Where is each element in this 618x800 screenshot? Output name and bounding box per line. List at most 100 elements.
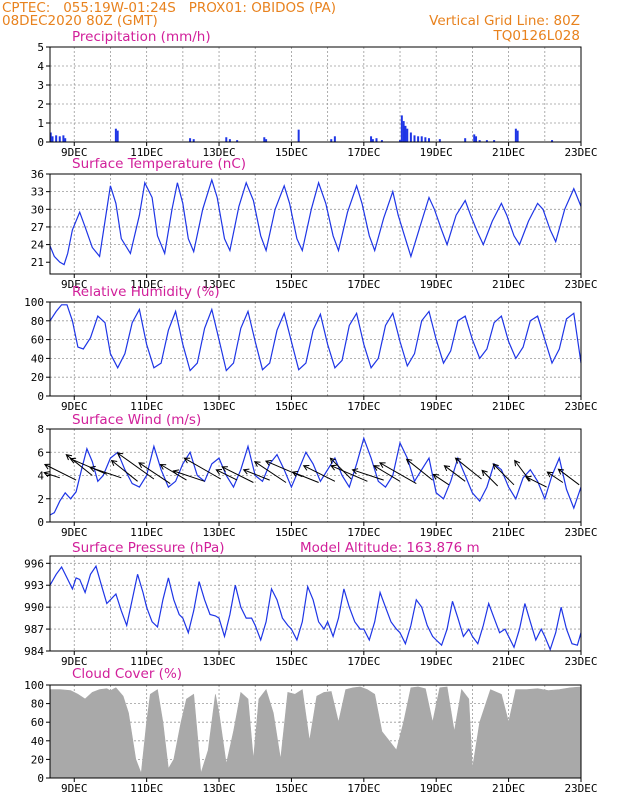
precip-xtick-label: 15DEC xyxy=(275,146,308,159)
precip-frame xyxy=(49,46,582,143)
pressure-xtick-label: 17DEC xyxy=(347,655,380,668)
cloud-panel: Cloud Cover (%) 0 20 40 60 80 100 9DEC 11DEC 13DE… xyxy=(24,666,597,795)
wind-line xyxy=(49,436,582,516)
wind-vector xyxy=(373,465,401,482)
wind-ytick-label: 2 xyxy=(37,493,44,506)
wind-xtick-label: 13DEC xyxy=(202,526,235,539)
humidity-xtick-label: 11DEC xyxy=(130,400,163,413)
precip-bar xyxy=(58,136,61,142)
pressure-xtick-label: 9DEC xyxy=(61,655,88,668)
pressure-line xyxy=(49,564,582,652)
precip-title: Precipitation (mm/h) xyxy=(72,29,211,45)
wind-vector xyxy=(215,469,238,481)
precip-ytick-label: 4 xyxy=(37,60,44,73)
precip-bar xyxy=(475,136,478,142)
wind-vector xyxy=(454,457,482,480)
wind-vector xyxy=(69,457,107,475)
precip-xtick-label: 11DEC xyxy=(130,146,163,159)
precip-bar xyxy=(514,128,517,142)
precip-bar xyxy=(417,136,420,142)
precip-ytick-label: 3 xyxy=(37,79,44,92)
pressure-xtick-label: 21DEC xyxy=(492,655,525,668)
wind-vector xyxy=(291,470,319,483)
precip-bar xyxy=(263,137,266,142)
wind-ytick-label: 0 xyxy=(37,516,44,529)
wind-vector xyxy=(557,468,580,486)
precip-bar xyxy=(236,140,239,142)
pressure-ytick-label: 987 xyxy=(24,623,44,636)
wind-xtick-label: 19DEC xyxy=(420,526,453,539)
wind-ytick-label: 6 xyxy=(37,446,44,459)
temperature-ytick-label: 30 xyxy=(31,203,44,216)
cloud-ytick-label: 80 xyxy=(31,698,44,711)
wind-vector xyxy=(351,468,384,481)
cloud-title: Cloud Cover (%) xyxy=(72,666,182,682)
temperature-xtick-label: 23DEC xyxy=(564,278,597,291)
wind-vector xyxy=(116,452,155,480)
precip-bar xyxy=(413,135,416,142)
cloud-xtick-label: 15DEC xyxy=(275,782,308,795)
humidity-xtick-label: 19DEC xyxy=(420,400,453,413)
pressure-ytick-label: 990 xyxy=(24,601,44,614)
humidity-ytick-label: 20 xyxy=(31,371,44,384)
cloud-xtick-label: 17DEC xyxy=(347,782,380,795)
wind-vector xyxy=(481,469,499,487)
wind-vector xyxy=(302,465,336,482)
cloud-area xyxy=(49,686,582,779)
header-grid-note: Vertical Grid Line: 80Z xyxy=(429,13,580,29)
wind-vector xyxy=(264,460,303,478)
precip-bar xyxy=(400,115,403,142)
wind-vector xyxy=(378,462,417,485)
wind-xtick-label: 23DEC xyxy=(564,526,597,539)
precip-bar xyxy=(225,137,228,142)
temperature-ytick-label: 21 xyxy=(31,256,44,269)
cloud-ytick-label: 60 xyxy=(31,716,44,729)
pressure-xtick-label: 23DEC xyxy=(564,655,597,668)
precip-bar xyxy=(370,136,373,142)
precip-bar xyxy=(330,139,333,142)
wind-vector xyxy=(405,458,433,481)
header-model-id: TQ0126L028 xyxy=(492,28,580,44)
wind-vector xyxy=(330,464,368,482)
temperature-line xyxy=(49,177,582,266)
wind-vector xyxy=(138,462,171,485)
wind-xtick-label: 9DEC xyxy=(61,526,88,539)
wind-vector xyxy=(524,476,547,488)
humidity-xtick-label: 15DEC xyxy=(275,400,308,413)
precip-bar xyxy=(114,128,117,142)
temperature-xtick-label: 11DEC xyxy=(130,278,163,291)
temperature-xtick-label: 13DEC xyxy=(202,278,235,291)
wind-vector xyxy=(242,468,270,481)
precip-bar xyxy=(438,139,441,142)
header-location: CPTEC: 055:19W-01:24S PROX01: OBIDOS (PA… xyxy=(2,0,336,16)
precip-ytick-label: 2 xyxy=(37,98,44,111)
pressure-title: Surface Pressure (hPa) xyxy=(72,540,225,556)
humidity-frame xyxy=(49,301,582,397)
humidity-title: Relative Humidity (%) xyxy=(72,284,220,300)
humidity-ytick-label: 0 xyxy=(37,390,44,403)
humidity-ytick-label: 60 xyxy=(31,334,44,347)
precip-bar xyxy=(192,139,195,142)
cloud-ytick-label: 100 xyxy=(24,679,44,692)
precip-xtick-label: 17DEC xyxy=(347,146,380,159)
pressure-ytick-label: 993 xyxy=(24,579,44,592)
pressure-ytick-label: 984 xyxy=(24,645,44,658)
temperature-ytick-label: 36 xyxy=(31,168,44,181)
cloud-xtick-label: 9DEC xyxy=(61,782,88,795)
cloud-xtick-label: 13DEC xyxy=(202,782,235,795)
precip-bar xyxy=(64,138,67,142)
wind-vector xyxy=(65,454,93,476)
pressure-frame xyxy=(49,555,582,652)
precip-bar xyxy=(478,140,481,142)
wind-xtick-label: 15DEC xyxy=(275,526,308,539)
wind-xtick-label: 11DEC xyxy=(130,526,163,539)
wind-vector xyxy=(172,469,205,482)
wind-title: Surface Wind (m/s) xyxy=(72,412,201,428)
cloud-ytick-label: 20 xyxy=(31,753,44,766)
precip-bar xyxy=(551,140,554,142)
precip-bar xyxy=(116,130,119,142)
wind-vector xyxy=(329,457,352,480)
temperature-ytick-label: 33 xyxy=(31,186,44,199)
wind-vector xyxy=(253,461,287,483)
temperature-xtick-label: 15DEC xyxy=(275,278,308,291)
